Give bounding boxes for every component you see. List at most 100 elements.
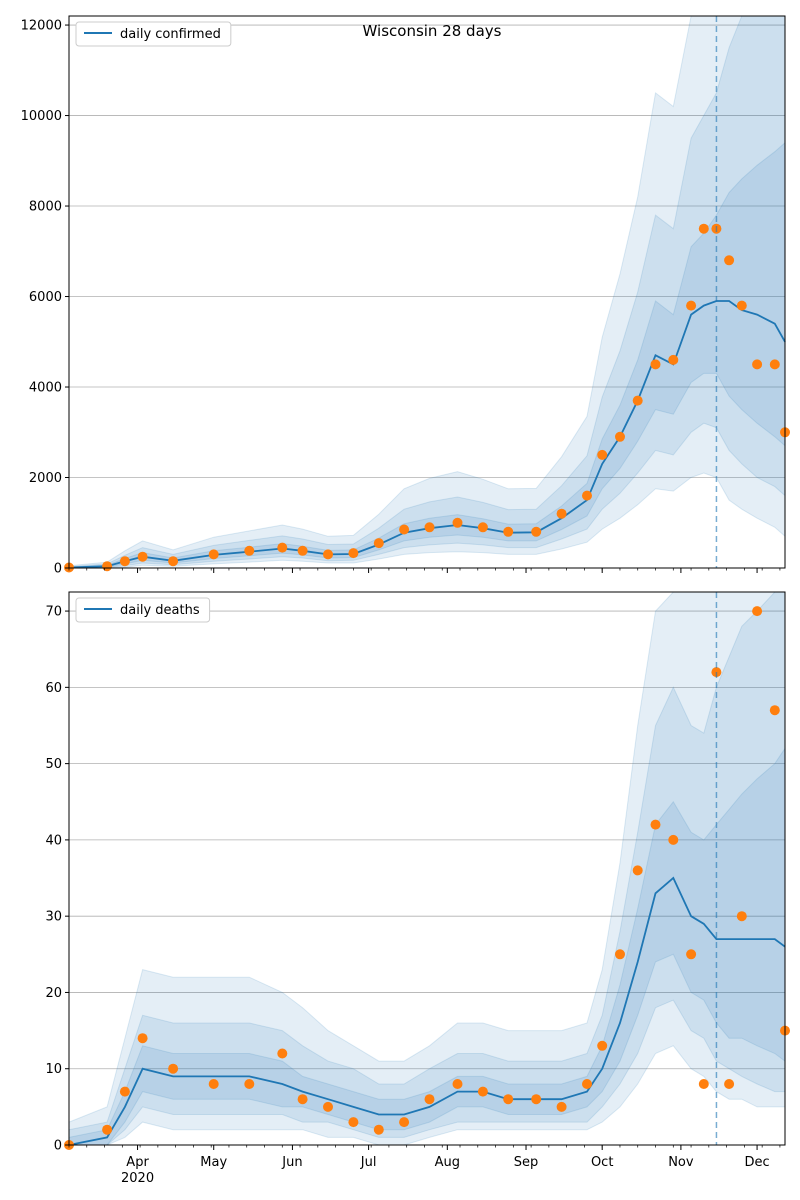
data-point: [452, 1079, 463, 1089]
data-point: [277, 542, 288, 553]
data-point: [769, 705, 780, 716]
data-point: [752, 606, 763, 617]
data-point: [208, 549, 219, 560]
y-tick-label: 30: [45, 910, 62, 925]
data-point: [452, 517, 463, 528]
data-point: [503, 526, 514, 537]
data-point: [650, 819, 661, 830]
y-tick-label: 40: [45, 833, 62, 848]
x-tick-label: Oct: [591, 1155, 613, 1170]
data-point: [698, 223, 709, 234]
data-point: [686, 300, 697, 311]
x-tick-label: Jun: [281, 1155, 302, 1170]
y-tick-label: 6000: [29, 290, 62, 305]
data-point: [323, 1101, 333, 1112]
chart-title: Wisconsin 28 days: [363, 22, 502, 40]
data-point: [615, 949, 625, 960]
data-point: [724, 255, 735, 266]
data-point: [686, 949, 697, 960]
data-point: [348, 1117, 359, 1128]
y-tick-label: 10000: [21, 109, 62, 124]
y-tick-label: 10: [45, 1062, 62, 1077]
x-tick-label: Sep: [514, 1155, 539, 1170]
data-point: [632, 865, 643, 876]
y-tick-label: 0: [54, 1139, 62, 1154]
confirmed-axes-frame: [68, 15, 786, 569]
y-tick-label: 50: [45, 757, 62, 772]
data-point: [102, 1124, 113, 1135]
x-tick-label: Dec: [744, 1155, 769, 1170]
data-point: [399, 524, 410, 535]
deaths-y-ticks: 0 10 20 30 40 50 60 70: [45, 605, 69, 1154]
deaths-points: [64, 606, 790, 1150]
data-point: [632, 395, 643, 406]
data-point: [531, 1094, 542, 1105]
deaths-legend: daily deaths: [75, 597, 211, 623]
data-point: [597, 1040, 608, 1051]
y-tick-label: 60: [45, 681, 62, 696]
data-point: [119, 556, 130, 567]
confirmed-panel: 0 2000 4000 6000 8000 10000 12000 Wisconsin 28…: [21, 15, 790, 577]
data-point: [597, 449, 608, 460]
data-point: [373, 1124, 384, 1135]
data-point: [323, 549, 333, 560]
deaths-legend-box: [75, 597, 211, 623]
x-tick-label: Apr: [126, 1155, 149, 1170]
data-point: [297, 545, 308, 556]
x-tick-label: Jul: [360, 1155, 377, 1170]
data-point: [668, 834, 679, 845]
data-point: [373, 538, 384, 549]
data-point: [168, 556, 179, 567]
y-tick-label: 2000: [29, 471, 62, 486]
data-point: [615, 431, 625, 442]
data-point: [424, 1094, 435, 1105]
x-tick-year-label: 2020: [121, 1171, 154, 1186]
data-point: [137, 551, 148, 562]
data-point: [244, 545, 255, 556]
data-point: [531, 526, 542, 537]
data-point: [752, 359, 763, 370]
data-point: [102, 561, 113, 572]
y-tick-label: 12000: [21, 19, 62, 34]
data-point: [724, 1079, 735, 1089]
data-point: [698, 1079, 709, 1089]
y-tick-label: 4000: [29, 381, 62, 396]
data-point: [736, 911, 747, 922]
y-tick-label: 70: [45, 605, 62, 620]
data-point: [582, 1079, 592, 1089]
data-point: [297, 1094, 308, 1105]
y-tick-label: 8000: [29, 200, 62, 215]
data-point: [556, 508, 567, 519]
confirmed-legend-label: daily confirmed: [120, 27, 221, 42]
data-point: [736, 300, 747, 311]
data-point: [668, 354, 679, 365]
data-point: [137, 1033, 148, 1044]
x-tick-label: Nov: [668, 1155, 694, 1170]
confirmed-y-ticks: 0 2000 4000 6000 8000 10000 12000: [21, 19, 69, 577]
confirmed-legend: daily confirmed: [75, 21, 232, 47]
confirmed-x-ticks: [68, 568, 781, 573]
confirmed-legend-box: [75, 21, 232, 47]
deaths-legend-label: daily deaths: [120, 603, 200, 618]
data-point: [208, 1079, 219, 1089]
data-point: [650, 359, 661, 370]
data-point: [348, 548, 359, 559]
x-tick-label: May: [200, 1155, 227, 1170]
data-point: [556, 1101, 567, 1112]
data-point: [277, 1048, 288, 1059]
data-point: [244, 1079, 255, 1089]
deaths-axes-frame: [68, 591, 786, 1146]
data-point: [769, 359, 780, 370]
data-point: [503, 1094, 514, 1105]
data-point: [119, 1086, 130, 1097]
data-point: [477, 522, 488, 533]
data-point: [424, 522, 435, 533]
data-point: [168, 1063, 179, 1074]
x-tick-label: Aug: [435, 1155, 460, 1170]
y-tick-label: 0: [54, 562, 62, 577]
data-point: [582, 490, 592, 501]
data-point: [477, 1086, 488, 1097]
